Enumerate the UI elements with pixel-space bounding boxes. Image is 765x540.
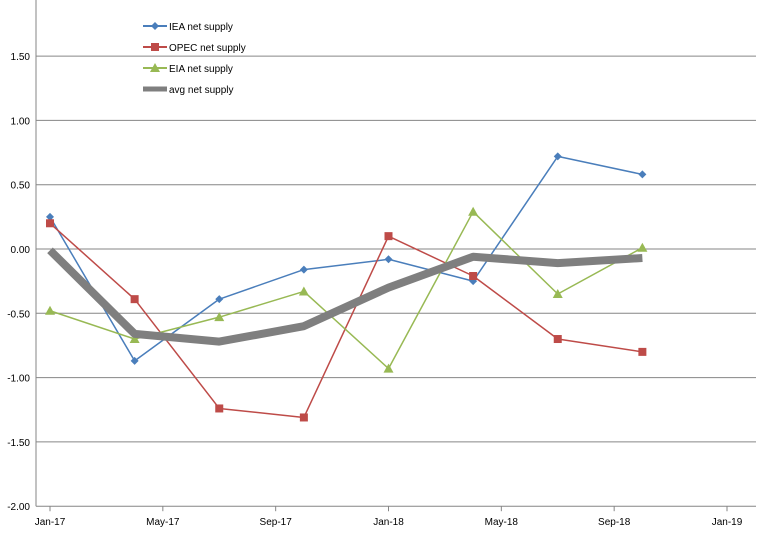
- data-point-triangle: [150, 63, 160, 72]
- data-point-square: [553, 335, 562, 344]
- x-tick-label: Jan-17: [35, 517, 66, 528]
- y-tick-label: -1.50: [7, 438, 30, 449]
- y-tick-label: 0.50: [11, 181, 31, 192]
- legend-bg: [136, 81, 246, 97]
- data-point-triangle: [214, 312, 225, 322]
- legend-label: EIA net supply: [169, 64, 233, 75]
- data-point-diamond: [384, 255, 393, 264]
- legend-bg: [136, 18, 246, 34]
- y-tick-label: 0.00: [11, 245, 31, 256]
- data-point-triangle: [383, 363, 394, 373]
- series-eia: [45, 206, 648, 373]
- legend-bg: [136, 60, 246, 76]
- legend-item: avg net supply: [136, 81, 246, 97]
- x-tick-label: Jan-19: [712, 517, 743, 528]
- series-opec: [46, 219, 647, 422]
- data-point-diamond: [151, 22, 159, 30]
- x-tick-label: Sep-18: [598, 517, 631, 528]
- data-point-square: [384, 232, 393, 241]
- data-point-square: [130, 295, 139, 304]
- data-point-triangle: [298, 286, 309, 296]
- y-tick-label: 1.00: [11, 116, 31, 127]
- data-point-triangle: [45, 305, 55, 315]
- series-line: [49, 155, 643, 362]
- data-point-diamond: [130, 356, 139, 365]
- x-tick-label: May-17: [146, 517, 180, 528]
- y-tick-label: -0.50: [7, 309, 30, 320]
- series-line: [49, 210, 643, 370]
- legend-bg: [136, 39, 246, 55]
- y-tick-label: -2.00: [7, 502, 30, 513]
- data-point-diamond: [553, 152, 562, 161]
- series-avg: [47, 247, 643, 346]
- data-point-square: [299, 413, 308, 422]
- legend: IEA net supply OPEC net supply EIA net sup…: [136, 18, 246, 97]
- legend-item: OPEC net supply: [136, 39, 246, 55]
- series-line: [49, 222, 643, 419]
- data-point-triangle: [468, 206, 479, 216]
- data-point-diamond: [46, 212, 54, 221]
- x-tick-label: Jan-18: [373, 517, 404, 528]
- data-point-triangle: [129, 334, 140, 344]
- data-point-diamond: [638, 170, 647, 179]
- series-iea: [46, 152, 647, 365]
- data-point-square: [215, 404, 224, 413]
- x-tick-label: Sep-17: [260, 517, 293, 528]
- data-point-diamond: [215, 295, 224, 304]
- data-point-square: [151, 43, 159, 51]
- legend-item: EIA net supply: [136, 60, 246, 76]
- x-tick-label: May-18: [485, 517, 519, 528]
- series-line: [47, 247, 643, 346]
- y-tick-label: -1.00: [7, 374, 30, 385]
- data-point-diamond: [299, 265, 308, 274]
- y-tick-label: 1.50: [11, 52, 31, 63]
- legend-item: IEA net supply: [136, 18, 246, 34]
- data-point-triangle: [552, 289, 563, 299]
- data-point-square: [638, 347, 647, 356]
- legend-label: IEA net supply: [169, 22, 233, 33]
- legend-label: avg net supply: [169, 85, 234, 96]
- data-point-triangle: [637, 242, 648, 252]
- legend-label: OPEC net supply: [169, 43, 246, 54]
- data-point-square: [469, 272, 478, 281]
- data-point-square: [46, 219, 54, 228]
